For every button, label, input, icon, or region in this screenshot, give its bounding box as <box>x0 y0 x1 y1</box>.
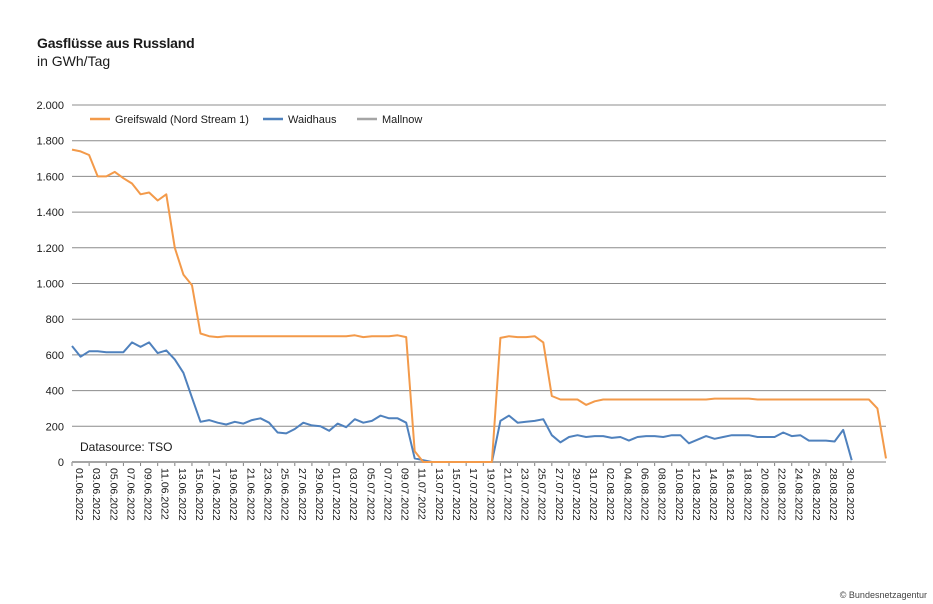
x-tick-label: 13.06.2022 <box>176 468 188 521</box>
x-tick-label: 07.07.2022 <box>381 468 393 521</box>
chart-title: Gasflüsse aus Russland <box>37 35 195 51</box>
y-tick-label: 400 <box>46 386 64 398</box>
y-tick-label: 1.600 <box>36 171 64 183</box>
x-tick-label: 18.08.2022 <box>741 468 753 521</box>
x-tick-label: 08.08.2022 <box>656 468 668 521</box>
x-tick-label: 04.08.2022 <box>621 468 633 521</box>
x-tick-label: 16.08.2022 <box>724 468 736 521</box>
x-tick-label: 17.06.2022 <box>210 468 222 521</box>
y-tick-label: 1.800 <box>36 136 64 148</box>
x-tick-label: 30.08.2022 <box>844 468 856 521</box>
y-tick-label: 1.000 <box>36 279 64 291</box>
x-tick-label: 12.08.2022 <box>690 468 702 521</box>
chart-gridlines <box>72 104 886 463</box>
x-tick-label: 14.08.2022 <box>707 468 719 521</box>
x-tick-label: 06.08.2022 <box>639 468 651 521</box>
y-tick-label: 1.200 <box>36 243 64 255</box>
x-tick-label: 25.07.2022 <box>536 468 548 521</box>
x-tick-label: 29.07.2022 <box>570 468 582 521</box>
series-line-waidhaus <box>71 341 853 463</box>
x-tick-label: 23.06.2022 <box>262 468 274 521</box>
x-tick-label: 03.06.2022 <box>90 468 102 521</box>
x-tick-label: 09.06.2022 <box>142 468 154 521</box>
x-tick-label: 27.07.2022 <box>553 468 565 521</box>
x-tick-label: 26.08.2022 <box>810 468 822 521</box>
x-tick-label: 05.06.2022 <box>107 468 119 521</box>
x-tick-label: 31.07.2022 <box>587 468 599 521</box>
x-tick-label: 25.06.2022 <box>279 468 291 521</box>
x-tick-label: 15.07.2022 <box>450 468 462 521</box>
x-tick-label: 03.07.2022 <box>347 468 359 521</box>
x-tick-label: 21.06.2022 <box>244 468 256 521</box>
x-tick-label: 11.07.2022 <box>416 468 428 520</box>
x-tick-label: 19.07.2022 <box>484 468 496 521</box>
x-tick-label: 01.06.2022 <box>73 468 85 521</box>
y-axis: 0 200 400 600 800 1.000 1.200 1.400 1.600 1.800 2.… <box>36 100 64 469</box>
x-tick-label: 21.07.2022 <box>501 468 513 521</box>
x-axis: 01.06.2022 03.06.2022 05.06.2022 07.06.2022… <box>71 462 856 521</box>
x-tick-label: 13.07.2022 <box>433 468 445 521</box>
x-tick-label: 29.06.2022 <box>313 468 325 521</box>
x-tick-label: 07.06.2022 <box>124 468 136 521</box>
legend-label: Mallnow <box>382 114 422 126</box>
x-tick-label: 15.06.2022 <box>193 468 205 521</box>
x-tick-label: 11.06.2022 <box>159 468 171 520</box>
chart-series <box>71 148 887 463</box>
series-line-greifswald <box>71 148 887 463</box>
x-tick-label: 09.07.2022 <box>399 468 411 521</box>
y-tick-label: 600 <box>46 350 64 362</box>
x-tick-label: 02.08.2022 <box>604 468 616 521</box>
x-tick-label: 17.07.2022 <box>467 468 479 521</box>
x-tick-label: 19.06.2022 <box>227 468 239 521</box>
copyright-notice: © Bundesnetzagentur <box>839 590 927 600</box>
y-tick-label: 0 <box>58 457 64 469</box>
y-tick-label: 200 <box>46 421 64 433</box>
x-tick-label: 20.08.2022 <box>758 468 770 521</box>
x-tick-label: 24.08.2022 <box>793 468 805 521</box>
x-tick-label: 23.07.2022 <box>519 468 531 521</box>
legend-label: Greifswald (Nord Stream 1) <box>115 114 249 126</box>
x-tick-label: 05.07.2022 <box>364 468 376 521</box>
y-tick-label: 2.000 <box>36 100 64 112</box>
x-tick-label: 28.08.2022 <box>827 468 839 521</box>
chart-subtitle: in GWh/Tag <box>37 53 111 69</box>
datasource-annotation: Datasource: TSO <box>80 440 172 454</box>
chart-legend: Greifswald (Nord Stream 1) Waidhaus Mallno… <box>90 114 422 126</box>
x-tick-label: 27.06.2022 <box>296 468 308 521</box>
y-tick-label: 1.400 <box>36 207 64 219</box>
y-tick-label: 800 <box>46 314 64 326</box>
x-tick-label: 10.08.2022 <box>673 468 685 521</box>
x-tick-label: 22.08.2022 <box>776 468 788 521</box>
x-tick-label: 01.07.2022 <box>330 468 342 521</box>
legend-label: Waidhaus <box>288 114 337 126</box>
